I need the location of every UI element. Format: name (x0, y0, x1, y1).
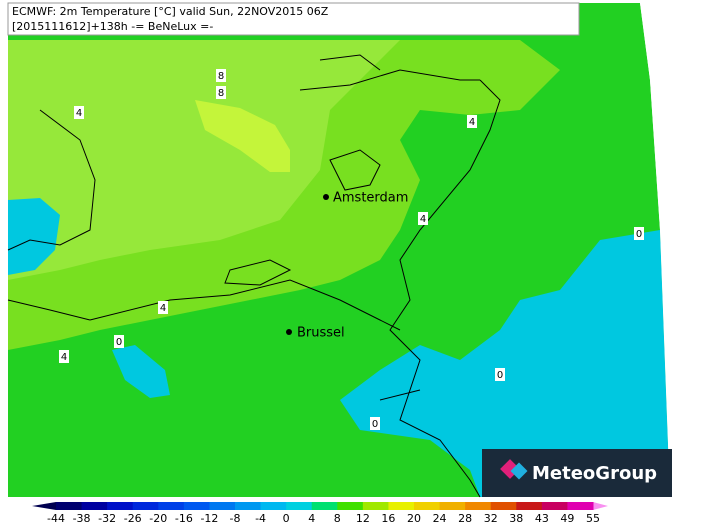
colorbar-segment (516, 502, 543, 510)
contour-labels: 8 8 4 4 4 0 4 0 4 0 0 (59, 69, 644, 430)
colorbar-label: -38 (73, 512, 91, 525)
colorbar: -44 -38 -32 -26 -20 -16 -12 -8 -4 0 4 8 12 16 20 24 28 32… (32, 502, 608, 525)
colorbar-segment (235, 502, 262, 510)
colorbar-label: 12 (356, 512, 370, 525)
colorbar-label: 0 (283, 512, 290, 525)
colorbar-label: 20 (407, 512, 421, 525)
colorbar-segment (439, 502, 466, 510)
colorbar-segment (107, 502, 134, 510)
colorbar-segment (567, 502, 594, 510)
map-edge (640, 0, 725, 497)
cold-zone (8, 198, 60, 275)
contour-label-bg (216, 86, 226, 99)
colorbar-segment (465, 502, 492, 510)
contour-label: 4 (420, 214, 426, 225)
contour-label-bg (114, 335, 124, 348)
contour-label: 0 (497, 370, 503, 381)
colorbar-segment (311, 502, 338, 510)
colorbar-label: 38 (509, 512, 523, 525)
city-label: Brussel (297, 326, 345, 341)
colorbar-segment (490, 502, 517, 510)
warm-spot (195, 100, 290, 172)
city-dot (323, 194, 329, 200)
cold-zone (340, 230, 670, 497)
colorbar-segment (183, 502, 210, 510)
city-label: Amsterdam (333, 191, 408, 206)
logo-icon (500, 459, 528, 480)
contour-label: 8 (218, 88, 224, 99)
colorbar-segment (388, 502, 415, 510)
colorbar-label: -44 (47, 512, 65, 525)
contour-label: 4 (76, 108, 82, 119)
colorbar-label: -32 (98, 512, 116, 525)
contour-label-bg (59, 350, 69, 363)
colorbar-segment (286, 502, 313, 510)
header-line: ECMWF: 2m Temperature [°C] valid Sun, 22… (12, 5, 329, 18)
contour-label: 4 (61, 352, 67, 363)
colorbar-label: 49 (560, 512, 574, 525)
colorbar-segment (132, 502, 159, 510)
cold-zone (112, 345, 170, 398)
coastline (224, 54, 381, 286)
colorbar-segment (414, 502, 441, 510)
city-dot (286, 329, 292, 335)
colorbar-label: 24 (433, 512, 447, 525)
colorbar-segment (56, 502, 83, 510)
colorbar-label: 32 (484, 512, 498, 525)
coastline (7, 69, 501, 498)
contour-label-bg (418, 212, 428, 225)
colorbar-segment (362, 502, 389, 510)
colorbar-label: 28 (458, 512, 472, 525)
contour-label-bg (634, 227, 644, 240)
colorbar-label: 8 (334, 512, 341, 525)
contour-label-bg (467, 115, 477, 128)
map: Amsterdam Brussel 8 8 4 4 4 0 4 0 4 0 0 (7, 0, 725, 498)
contour-label-bg (158, 301, 168, 314)
contour-label: 4 (469, 117, 475, 128)
contour-label: 0 (372, 419, 378, 430)
colorbar-segment (260, 502, 287, 510)
colorbar-label: 16 (381, 512, 395, 525)
colorbar-segment (158, 502, 185, 510)
logo-text: MeteoGroup (532, 463, 657, 484)
colorbar-label: 43 (535, 512, 549, 525)
colorbar-end (593, 502, 608, 510)
colorbar-label: -26 (124, 512, 142, 525)
contour-label-bg (216, 69, 226, 82)
contour-label-bg (370, 417, 380, 430)
colorbar-segment (209, 502, 236, 510)
colorbar-segment (337, 502, 364, 510)
colorbar-label: 55 (586, 512, 600, 525)
colorbar-segment (81, 502, 108, 510)
contour-label-bg (495, 368, 505, 381)
header-line: [2015111612]+138h -= BeNeLux =- (12, 20, 213, 33)
colorbar-segment (541, 502, 568, 510)
colorbar-end (32, 502, 56, 510)
warm-zone (8, 40, 400, 280)
contour-label: 4 (160, 303, 166, 314)
contour-label: 8 (218, 71, 224, 82)
colorbar-label: -16 (175, 512, 193, 525)
contour-label: 0 (116, 337, 122, 348)
header-box (7, 2, 580, 36)
colorbar-label: -12 (200, 512, 218, 525)
colorbar-label: -20 (149, 512, 167, 525)
colorbar-label: -4 (255, 512, 266, 525)
colorbar-label: 4 (308, 512, 315, 525)
contour-label-bg (74, 106, 84, 119)
colorbar-label: -8 (230, 512, 241, 525)
contour-label: 0 (636, 229, 642, 240)
